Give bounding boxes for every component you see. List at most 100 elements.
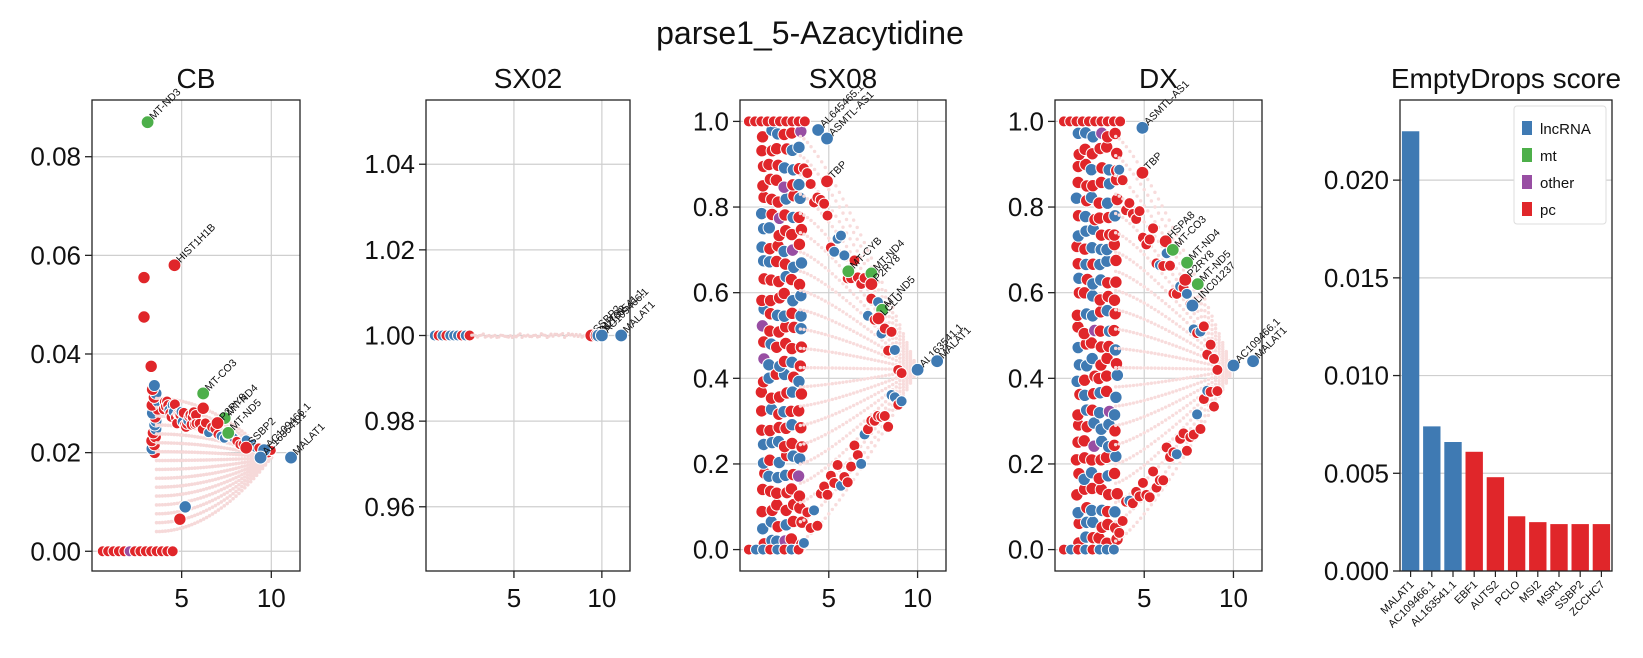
point — [862, 303, 867, 308]
point — [1138, 416, 1143, 420]
point — [243, 431, 247, 436]
point — [160, 441, 165, 445]
point — [1167, 280, 1171, 284]
point — [866, 455, 870, 460]
point — [809, 458, 813, 462]
point — [855, 331, 859, 335]
point — [837, 351, 842, 356]
point — [1199, 308, 1204, 312]
point — [830, 382, 835, 386]
point — [193, 403, 197, 407]
point — [1149, 381, 1154, 385]
point — [827, 512, 831, 516]
point — [827, 187, 831, 192]
point — [1146, 319, 1150, 323]
point — [201, 509, 206, 514]
point — [844, 366, 849, 370]
point — [1181, 396, 1186, 400]
point — [1156, 352, 1161, 356]
point — [1121, 384, 1125, 389]
point — [157, 476, 162, 481]
y-tick-label: 0.98 — [364, 406, 415, 436]
point — [887, 338, 891, 342]
point — [901, 331, 906, 336]
point — [181, 399, 185, 404]
point — [841, 408, 845, 413]
point — [1171, 331, 1175, 335]
point — [163, 467, 168, 472]
point — [1174, 389, 1179, 393]
point — [869, 376, 874, 380]
point — [1171, 272, 1175, 277]
point — [805, 422, 810, 426]
point — [154, 458, 159, 463]
point — [823, 299, 827, 303]
y-tick-label: 1.0 — [1008, 106, 1044, 136]
labeled-point — [167, 258, 182, 273]
point — [160, 494, 165, 498]
point — [841, 352, 845, 356]
point — [798, 231, 803, 235]
point — [237, 461, 241, 466]
point — [830, 350, 835, 354]
point — [219, 481, 224, 486]
point — [1163, 470, 1168, 474]
point — [802, 346, 806, 351]
bar-panel: EmptyDrops score 0.000 0.005 0.010 0.015 0.02… — [1324, 63, 1621, 630]
point — [198, 450, 203, 455]
point — [198, 480, 203, 485]
point — [821, 488, 834, 501]
point — [1133, 205, 1146, 218]
point — [1110, 368, 1125, 382]
point — [201, 487, 206, 492]
point — [228, 478, 232, 483]
point — [1196, 352, 1200, 357]
point — [210, 485, 215, 489]
y-tick-label: 1.0 — [693, 106, 729, 136]
point — [883, 399, 888, 404]
point — [823, 516, 827, 520]
point — [1174, 333, 1179, 337]
point — [859, 355, 863, 360]
point — [245, 469, 250, 474]
point — [1138, 249, 1143, 253]
point — [1124, 218, 1129, 223]
point — [157, 485, 162, 489]
point — [816, 330, 820, 335]
point — [1217, 349, 1221, 354]
point — [841, 436, 845, 441]
point — [1149, 457, 1154, 461]
labeled-point — [140, 115, 155, 130]
point — [219, 506, 224, 510]
point — [1121, 272, 1125, 276]
y-tick-label: 0.04 — [30, 339, 81, 369]
point — [859, 322, 863, 326]
point — [816, 436, 820, 440]
point — [213, 464, 218, 469]
point — [798, 404, 803, 408]
point — [869, 256, 874, 260]
point — [1131, 278, 1136, 282]
bar — [1592, 524, 1611, 571]
point — [166, 423, 171, 428]
bar — [1550, 524, 1568, 571]
point — [859, 344, 863, 348]
point — [228, 447, 232, 451]
point — [1213, 378, 1218, 383]
point — [794, 256, 809, 270]
point — [838, 249, 851, 262]
point — [193, 442, 197, 447]
point — [1142, 268, 1146, 273]
point — [1185, 394, 1189, 399]
point — [219, 463, 224, 468]
point — [1153, 278, 1157, 282]
point — [844, 244, 849, 249]
point — [1124, 384, 1129, 388]
point — [248, 474, 253, 478]
point — [866, 406, 870, 410]
point — [1149, 503, 1154, 507]
point — [901, 346, 906, 351]
point — [245, 479, 250, 484]
point — [175, 527, 179, 531]
point — [873, 358, 877, 362]
